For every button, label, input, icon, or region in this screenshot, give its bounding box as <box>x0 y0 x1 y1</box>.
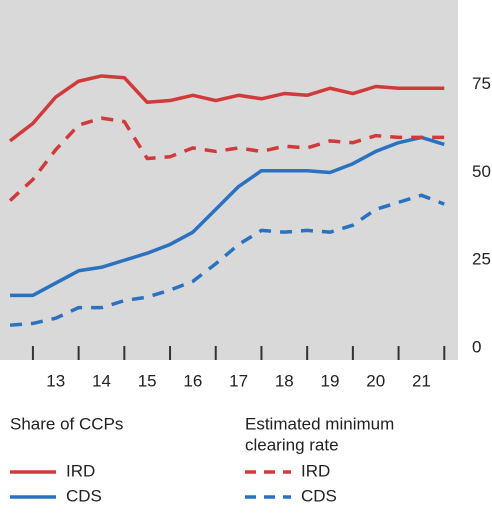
x-tick-label: 20 <box>366 371 385 390</box>
x-tick-label: 21 <box>412 371 431 390</box>
legend-group-title: Share of CCPs <box>10 414 123 433</box>
x-tick-label: 15 <box>138 371 157 390</box>
series-line <box>9 193 445 327</box>
series-line <box>10 135 445 298</box>
legend-label: IRD <box>66 461 95 480</box>
legend-group-title: clearing rate <box>245 435 339 454</box>
series-line <box>8 74 445 143</box>
y-tick-label: 25 <box>472 250 491 269</box>
x-tick-label: 17 <box>229 371 248 390</box>
x-tick-label: 16 <box>183 371 202 390</box>
y-tick-label: 0 <box>472 337 481 356</box>
legend-group-title: Estimated minimum <box>245 414 394 433</box>
legend-label: CDS <box>301 486 337 505</box>
y-tick-label: 75 <box>472 74 491 93</box>
x-tick-label: 19 <box>321 371 340 390</box>
legend-label: IRD <box>301 461 330 480</box>
series-line <box>8 116 445 202</box>
x-tick-label: 18 <box>275 371 294 390</box>
x-tick-label: 13 <box>46 371 65 390</box>
x-tick-label: 14 <box>92 371 111 390</box>
y-tick-label: 50 <box>472 162 491 181</box>
plot-background <box>0 0 458 360</box>
legend-label: CDS <box>66 486 102 505</box>
